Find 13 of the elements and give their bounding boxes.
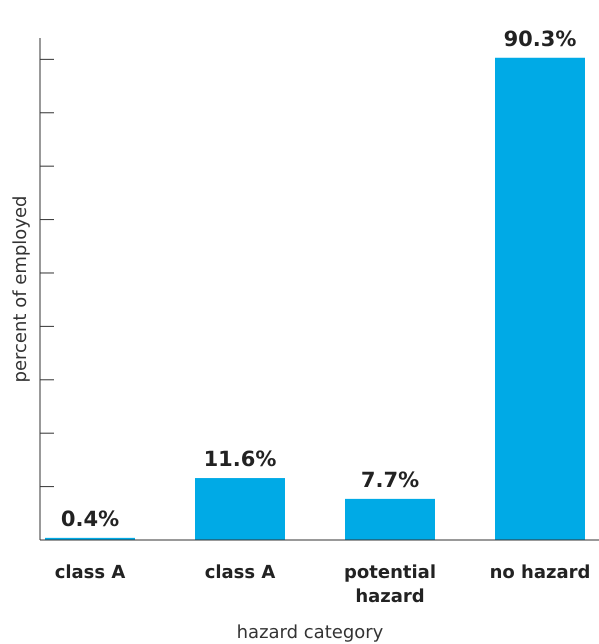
x-tick-label: potential hazard	[344, 562, 436, 607]
y-axis-title: percent of employed	[10, 196, 31, 382]
x-tick-label: class A	[54, 562, 126, 583]
bar	[345, 498, 435, 540]
data-label: 7.7%	[360, 468, 420, 492]
data-label: 90.3%	[504, 26, 576, 51]
bar	[495, 58, 585, 540]
bar	[195, 478, 285, 540]
data-label: 0.4%	[60, 506, 120, 531]
x-tick-label: class A	[204, 562, 276, 583]
x-tick-label: no hazard	[490, 562, 590, 583]
data-label: 11.6%	[204, 447, 276, 472]
x-axis-title: hazard category	[236, 622, 384, 643]
